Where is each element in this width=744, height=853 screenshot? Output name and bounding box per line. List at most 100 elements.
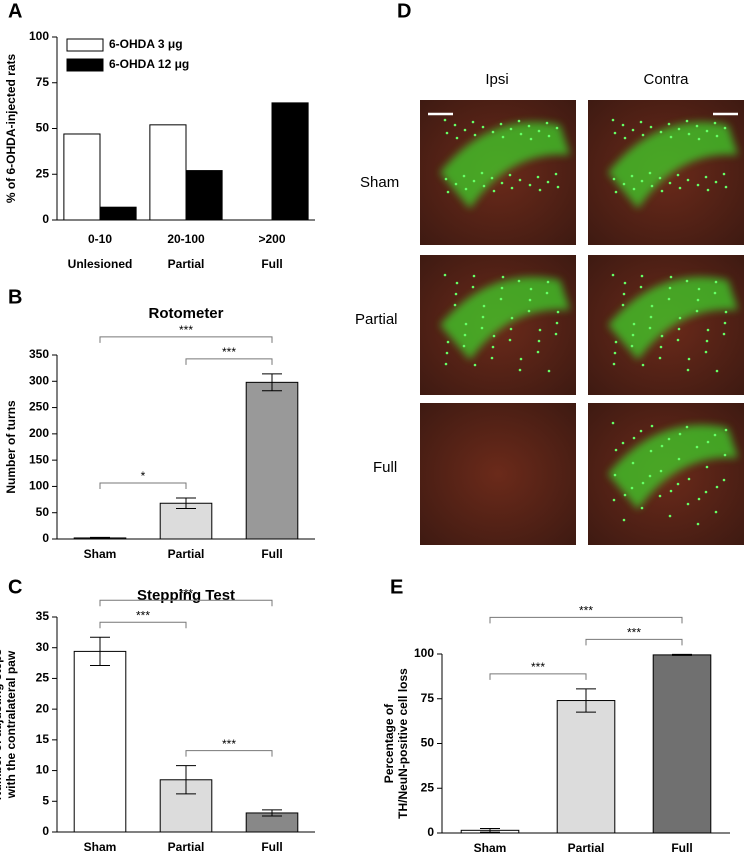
stain-dot [501, 275, 505, 279]
x-tick-label: Sham [474, 841, 507, 853]
bar [245, 381, 299, 540]
stain-dot [715, 134, 719, 138]
stain-dot [687, 477, 691, 481]
legend-swatch [66, 38, 104, 52]
stain-dot [528, 298, 532, 302]
stain-dot [668, 514, 672, 518]
stain-dot [545, 121, 549, 125]
stain-dot [632, 187, 636, 191]
stain-dot [555, 126, 559, 130]
stain-dot [538, 328, 542, 332]
stain-dot [640, 274, 644, 278]
stain-dot [696, 183, 700, 187]
stain-dot [686, 368, 690, 372]
significance-label: *** [627, 626, 641, 640]
stain-dot [714, 180, 718, 184]
stain-dot [632, 436, 636, 440]
stain-dot [464, 187, 468, 191]
stain-dot [481, 315, 485, 319]
x-group-label: Full [261, 257, 282, 271]
significance-label: *** [179, 323, 193, 337]
error-bar [262, 373, 282, 392]
stain-dot [678, 316, 682, 320]
stain-dot [714, 280, 718, 284]
stain-dot [648, 171, 652, 175]
stain-dot [696, 522, 700, 526]
stain-dot [705, 129, 709, 133]
stain-dot [527, 309, 531, 313]
stain-dot [704, 490, 708, 494]
stain-dot [678, 186, 682, 190]
chart: C Stepping Test Number of adjusting steps w… [0, 576, 315, 853]
stain-dot [623, 281, 627, 285]
y-tick-label: 350 [29, 347, 49, 361]
stain-dot [714, 510, 718, 514]
stain-dot [527, 124, 531, 128]
x-tick-label: Partial [568, 841, 605, 853]
stain-dot [464, 322, 468, 326]
stain-dot [622, 518, 626, 522]
stain-dot [631, 128, 635, 132]
chart-title: Rotometer [148, 305, 223, 322]
significance-bracket [489, 616, 683, 624]
stain-dot [641, 481, 645, 485]
legend-label: 6-OHDA 3 μg [109, 37, 183, 51]
stain-dot [499, 122, 503, 126]
row-label: Sham [360, 174, 399, 191]
stain-dot [462, 344, 466, 348]
stain-dot [472, 274, 476, 278]
micrograph [420, 403, 576, 545]
error-bar [672, 653, 692, 656]
stain-dot [705, 465, 709, 469]
stain-dot [685, 279, 689, 283]
stain-dot [713, 121, 717, 125]
stain-dot [687, 132, 691, 136]
stain [440, 277, 570, 360]
stain-dot [697, 287, 701, 291]
stain-dot [685, 425, 689, 429]
stain-dot [509, 327, 513, 331]
stain-dot [545, 291, 549, 295]
stain-dot [491, 345, 495, 349]
x-tick-label: Partial [168, 547, 205, 561]
stain-dot [641, 363, 645, 367]
y-tick-label: 50 [421, 736, 435, 750]
stain-dot [658, 356, 662, 360]
y-tick-label: 35 [36, 609, 50, 623]
stain-dot [529, 287, 533, 291]
error-bar [90, 536, 110, 539]
stain-dot [706, 440, 710, 444]
stain-dot [621, 123, 625, 127]
x-tick-label: Sham [84, 547, 117, 561]
stain-dot [613, 473, 617, 477]
stain-dot [490, 356, 494, 360]
stain-dot [536, 350, 540, 354]
stain-dot [685, 119, 689, 123]
y-axis-label: % of 6-OHDA-injected rats [4, 53, 18, 203]
stain-dot [660, 334, 664, 338]
significance-bracket [185, 750, 273, 757]
stain-dot [480, 326, 484, 330]
y-tick-label: 50 [36, 505, 50, 519]
stain-dot [471, 120, 475, 124]
x-tick-label: 0-10 [88, 232, 112, 246]
stain-dot [677, 457, 681, 461]
stain-dot [613, 351, 617, 355]
stain-dot [686, 178, 690, 182]
panel-letter: D [397, 0, 411, 22]
stain-dot [518, 368, 522, 372]
stain-dot [611, 421, 615, 425]
stain-dot [546, 180, 550, 184]
stain-dot [612, 498, 616, 502]
stain-dot [639, 429, 643, 433]
stain-dot [722, 172, 726, 176]
stain [608, 277, 738, 360]
panel-letter: C [8, 576, 22, 598]
stain-dot [554, 332, 558, 336]
stain-dot [715, 485, 719, 489]
significance-label: *** [579, 604, 593, 618]
stain-dot [723, 453, 727, 457]
chart: B Rotometer Number of turns 0 50 100 150 200 250… [4, 286, 315, 561]
x-group-label: Unlesioned [68, 257, 133, 271]
stain-dot [648, 326, 652, 330]
